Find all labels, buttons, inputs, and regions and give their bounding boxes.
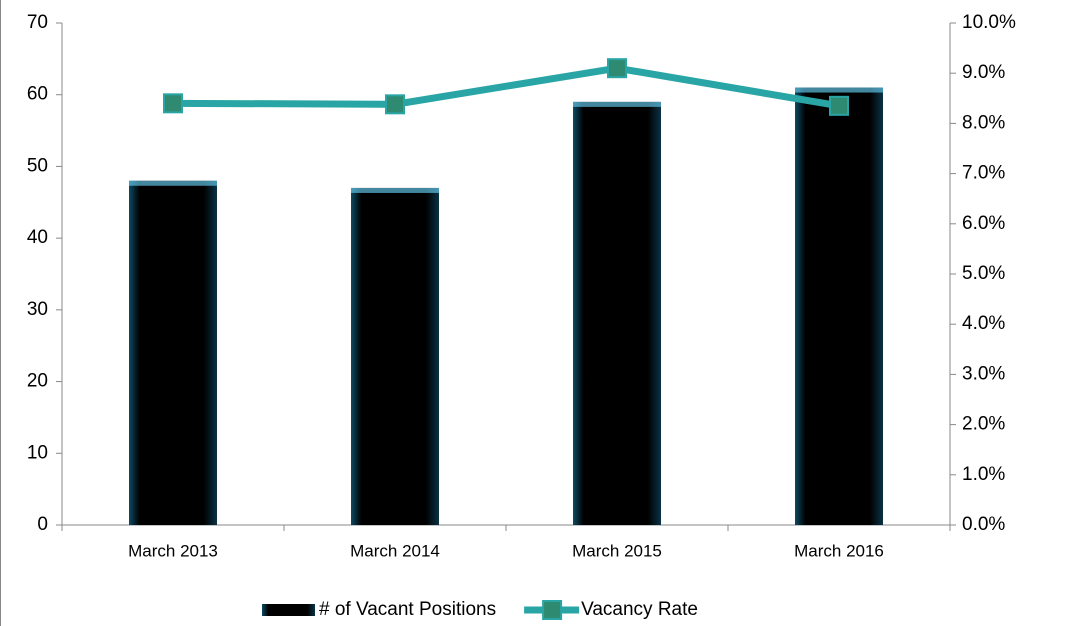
bar bbox=[351, 187, 439, 525]
y2-tick-label: 8.0% bbox=[962, 112, 1005, 133]
y2-tick-label: 10.0% bbox=[962, 12, 1016, 33]
y2-tick-label: 3.0% bbox=[962, 363, 1005, 384]
line-marker bbox=[607, 58, 627, 79]
x-tick-label: March 2013 bbox=[128, 541, 218, 560]
legend-marker bbox=[542, 600, 563, 620]
y-tick-label: 40 bbox=[27, 227, 48, 248]
y-tick-label: 20 bbox=[27, 371, 48, 392]
legend-swatch bbox=[262, 604, 315, 616]
x-tick-label: March 2016 bbox=[794, 541, 884, 560]
line-marker bbox=[829, 95, 849, 116]
legend-item: Vacancy Rate bbox=[524, 599, 698, 620]
y-tick-label: 70 bbox=[27, 12, 48, 33]
x-tick-label: March 2015 bbox=[572, 541, 662, 560]
bar-top bbox=[129, 180, 217, 186]
y-tick-label: 0 bbox=[37, 514, 48, 535]
y2-tick-label: 0.0% bbox=[962, 514, 1005, 535]
legend-label: # of Vacant Positions bbox=[319, 599, 496, 620]
legend-item: # of Vacant Positions bbox=[262, 599, 496, 620]
bar-top bbox=[573, 101, 661, 107]
y2-tick-label: 1.0% bbox=[962, 464, 1005, 485]
y2-tick-label: 2.0% bbox=[962, 414, 1005, 435]
x-tick-label: March 2014 bbox=[350, 541, 440, 560]
line-marker bbox=[163, 93, 183, 114]
line-marker bbox=[385, 94, 405, 115]
y-tick-label: 30 bbox=[27, 299, 48, 320]
y2-tick-label: 9.0% bbox=[962, 62, 1005, 83]
legend-label: Vacancy Rate bbox=[581, 599, 698, 620]
y-tick-label: 50 bbox=[27, 155, 48, 176]
bar-top bbox=[351, 187, 439, 193]
y-tick-label: 60 bbox=[27, 84, 48, 105]
bar-top bbox=[795, 87, 883, 93]
y-tick-label: 10 bbox=[27, 442, 48, 463]
line bbox=[172, 64, 840, 110]
y2-tick-label: 4.0% bbox=[962, 313, 1005, 334]
bar bbox=[129, 180, 217, 525]
bar bbox=[795, 87, 883, 526]
y2-tick-label: 6.0% bbox=[962, 213, 1005, 234]
y2-tick-label: 7.0% bbox=[962, 163, 1005, 184]
bar bbox=[573, 101, 661, 525]
y2-tick-label: 5.0% bbox=[962, 263, 1005, 284]
